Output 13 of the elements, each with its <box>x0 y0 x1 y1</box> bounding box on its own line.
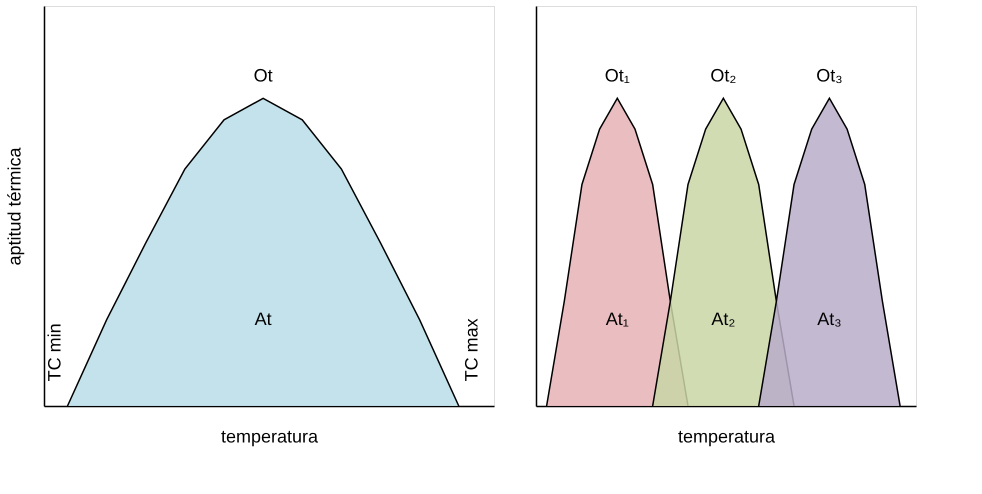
annotation: TC max <box>461 318 482 382</box>
annotation: At₁ <box>606 308 629 329</box>
annotation: TC min <box>44 323 65 382</box>
series-label: Ot₃ <box>816 65 843 86</box>
x-axis-title: temperatura <box>220 426 320 446</box>
annotation: At <box>254 308 272 329</box>
x-axis-title: temperatura <box>678 426 776 446</box>
series-label: Ot <box>254 65 273 86</box>
annotation: At₂ <box>711 308 736 329</box>
series-label: Ot₂ <box>710 65 736 86</box>
series-label: Ot₁ <box>604 65 630 86</box>
y-axis-title: aptitud térmica <box>4 146 24 266</box>
annotation: At₃ <box>817 308 842 329</box>
